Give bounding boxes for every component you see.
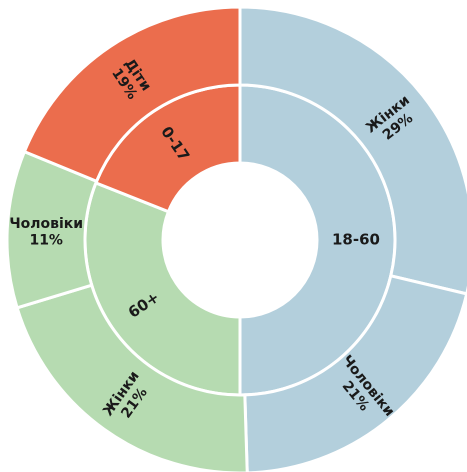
- chart-sectors: [5, 5, 467, 472]
- outer-label-3: Чоловіки 11%: [9, 216, 83, 248]
- outer-sector-0: [238, 5, 467, 296]
- outer-label-name: Чоловіки: [9, 216, 83, 232]
- inner-label-18-60: 18-60: [332, 231, 380, 249]
- outer-label-pct: 11%: [29, 232, 63, 248]
- outer-sector-4: [22, 5, 242, 184]
- outer-sector-1: [243, 274, 467, 472]
